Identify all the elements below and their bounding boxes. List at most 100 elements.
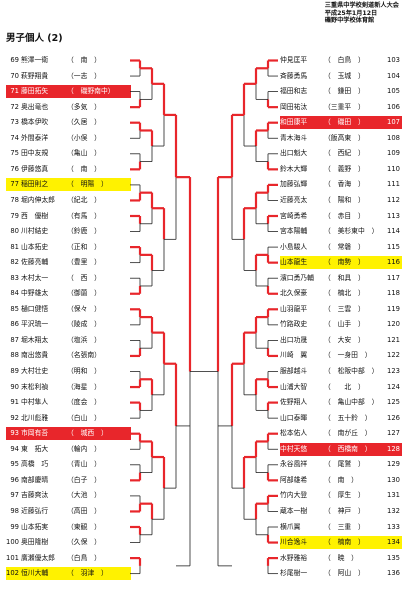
player-name: 西 優樹 bbox=[21, 211, 49, 220]
right-entry-row: 阿部雄希 （ 南 ） 130 bbox=[280, 474, 402, 487]
entry-number: 87 bbox=[10, 335, 19, 344]
left-entry-row: 75 田中友規 （亀山 ） bbox=[6, 147, 131, 160]
left-entry-row: 89 大村壮史 （明和 ） bbox=[6, 365, 131, 378]
entry-number: 107 bbox=[387, 118, 400, 127]
player-name: 中村隼人 bbox=[21, 398, 49, 407]
entry-number: 135 bbox=[387, 553, 400, 562]
school-name: （亀山 ） bbox=[67, 149, 101, 158]
player-name: 横爪翼 bbox=[280, 522, 301, 531]
entry-number: 85 bbox=[10, 304, 19, 313]
entry-number: 108 bbox=[387, 133, 400, 142]
entry-number: 70 bbox=[10, 71, 19, 80]
school-name: （ 玉城 ） bbox=[324, 71, 365, 80]
school-name: （有馬 ） bbox=[67, 211, 101, 220]
right-entry-row: 青木海斗 （飯高東 ） 108 bbox=[280, 132, 402, 145]
player-name: 川合逸斗 bbox=[280, 538, 308, 547]
entry-number: 136 bbox=[387, 569, 400, 578]
player-name: 伊藤悠真 bbox=[21, 164, 49, 173]
entry-number: 123 bbox=[387, 367, 400, 375]
right-entry-row: 近藤亮太 （ 陽和 ） 112 bbox=[280, 194, 402, 207]
player-name: 水野雅裕 bbox=[280, 553, 308, 562]
right-entry-row: 岡田祐汰 （三重平 ） 106 bbox=[280, 101, 402, 114]
right-entry-row: 竹路政史 （ 山手 ） 120 bbox=[280, 318, 402, 331]
entry-number: 78 bbox=[10, 195, 19, 204]
school-name: （ 南が丘 ） bbox=[324, 429, 372, 438]
school-name: （ 鎌田 ） bbox=[324, 87, 365, 96]
school-name: （白子 ） bbox=[67, 475, 101, 484]
player-name: 奥出竜也 bbox=[21, 102, 49, 111]
left-entry-row: 82 佐藤亮輔 （豊里 ） bbox=[6, 256, 131, 269]
school-name: （ 香海 ） bbox=[324, 180, 365, 189]
school-name: （ 常磐 ） bbox=[324, 242, 365, 251]
school-name: （輪内 ） bbox=[67, 444, 101, 453]
player-name: 田中友規 bbox=[21, 149, 49, 158]
player-name: 中村天悠 bbox=[280, 444, 308, 453]
player-name: 橋本伊吹 bbox=[21, 118, 49, 127]
player-name: 竹路政史 bbox=[280, 320, 308, 329]
right-entry-row: 横爪翼 （ 三重 ） 133 bbox=[280, 521, 402, 534]
entry-number: 94 bbox=[10, 444, 19, 453]
entry-number: 104 bbox=[387, 71, 400, 80]
school-name: （塩浜 ） bbox=[67, 335, 101, 344]
player-name: 南出悠貴 bbox=[21, 351, 49, 360]
entry-number: 127 bbox=[387, 429, 400, 438]
player-name: 北久保豪 bbox=[280, 289, 308, 298]
player-name: 出口功晟 bbox=[280, 335, 308, 344]
school-name: （度会 ） bbox=[67, 398, 101, 407]
entry-number: 128 bbox=[387, 444, 400, 453]
player-name: 稲田則之 bbox=[21, 180, 49, 189]
school-name: （ 大安 ） bbox=[324, 335, 365, 344]
left-entry-row: 102 恒川大輔 （ 羽津 ） bbox=[6, 567, 131, 581]
school-name: （ 陽和 ） bbox=[324, 195, 365, 204]
entry-number: 69 bbox=[10, 56, 19, 64]
right-entry-row: 佐野翔人 （ 亀山中部 ） 125 bbox=[280, 396, 402, 409]
school-name: （大池 ） bbox=[67, 491, 101, 500]
entry-number: 96 bbox=[10, 475, 19, 484]
entry-number: 73 bbox=[10, 118, 19, 127]
player-name: 鈴木大輝 bbox=[280, 164, 308, 173]
right-entry-row: 仲見匡平 （ 白鳥 ） 103 bbox=[280, 54, 402, 67]
left-entry-row: 70 萩野翔貴 （一志 ） bbox=[6, 70, 131, 83]
right-entry-row: 川崎 翼 （ 一身田 ） 122 bbox=[280, 349, 402, 362]
player-name: 萩野翔貴 bbox=[21, 71, 49, 80]
player-name: 宮本陽輔 bbox=[280, 227, 308, 236]
player-name: 岡田祐汰 bbox=[280, 102, 308, 111]
entry-number: 99 bbox=[10, 522, 19, 531]
entry-number: 89 bbox=[10, 367, 19, 375]
player-name: 外間泰洋 bbox=[21, 133, 49, 142]
right-entry-row: 山本龍生 （ 南勢 ） 116 bbox=[280, 256, 402, 270]
left-entry-row: 100 奥田隆樹 （久保 ） bbox=[6, 536, 131, 549]
left-entry-row: 81 山本拓史 （正和 ） bbox=[6, 241, 131, 254]
player-name: 阿部雄希 bbox=[280, 475, 308, 484]
right-entry-row: 松本佑人 （ 南が丘 ） 127 bbox=[280, 427, 402, 440]
player-name: 南部慶晴 bbox=[21, 475, 49, 484]
right-entry-row: 山口泰暉 （ 五十鈴 ） 126 bbox=[280, 412, 402, 425]
entry-number: 124 bbox=[387, 382, 400, 391]
entry-number: 122 bbox=[387, 351, 400, 360]
school-name: （三重平 ） bbox=[324, 102, 365, 111]
player-name: 北川彪雅 bbox=[21, 413, 49, 422]
player-name: 廣瀬優太郎 bbox=[21, 553, 55, 562]
entry-number: 112 bbox=[387, 195, 400, 204]
player-name: 斉藤勇馬 bbox=[280, 71, 308, 80]
school-name: （海星 ） bbox=[67, 382, 101, 391]
entry-number: 105 bbox=[387, 87, 400, 96]
right-entry-row: 濱口勇乃輔 （ 和具 ） 117 bbox=[280, 272, 402, 285]
school-name: （ 山手 ） bbox=[324, 320, 365, 329]
player-name: 奥田隆樹 bbox=[21, 538, 49, 547]
entry-number: 95 bbox=[10, 460, 19, 469]
right-entry-row: 竹内大登 （ 厚生 ） 131 bbox=[280, 489, 402, 502]
school-name: （ 義野 ） bbox=[324, 164, 365, 173]
player-name: 山浦大智 bbox=[280, 382, 308, 391]
right-entry-row: 和田康平 （ 磯田 ） 107 bbox=[280, 116, 402, 130]
entry-number: 106 bbox=[387, 102, 400, 111]
school-name: （ 美杉東中 ） bbox=[324, 227, 379, 236]
entry-number: 100 bbox=[6, 538, 19, 547]
left-entry-row: 92 北川彪雅 （白山 ） bbox=[6, 412, 131, 425]
entry-number: 126 bbox=[387, 413, 400, 422]
left-entry-row: 93 市岡有吾 （ 城西 ） bbox=[6, 427, 131, 441]
entry-number: 90 bbox=[10, 382, 19, 391]
left-entry-row: 87 堀木翔太 （塩浜 ） bbox=[6, 334, 131, 347]
left-entry-row: 90 末松利禎 （海星 ） bbox=[6, 381, 131, 394]
player-name: 山本龍生 bbox=[280, 258, 308, 267]
